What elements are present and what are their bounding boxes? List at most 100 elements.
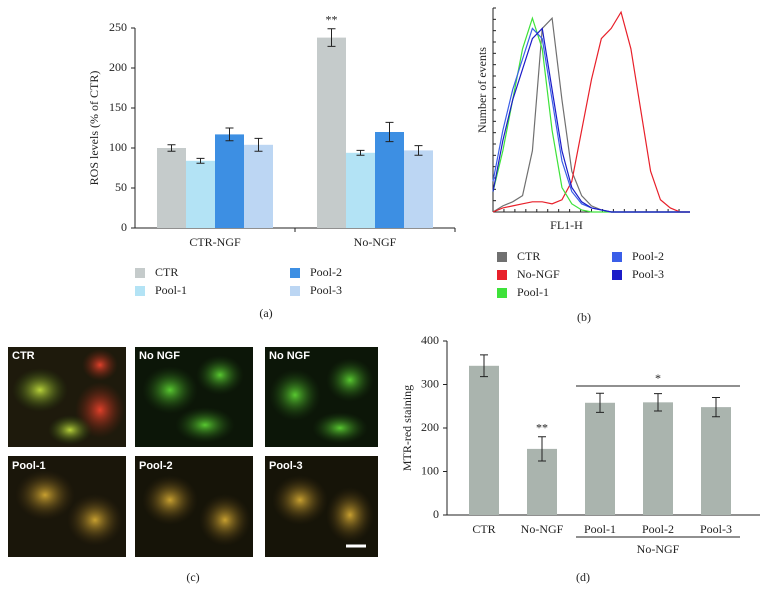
bar: [375, 132, 404, 228]
legend-label: Pool-1: [155, 283, 187, 297]
error-bar: [356, 149, 365, 156]
histogram-line: [492, 16, 690, 213]
cell: [196, 355, 244, 395]
x-tick-label: CTR-NGF: [189, 235, 241, 249]
y-tick-label: 400: [421, 333, 439, 347]
legend-label: Pool-3: [310, 283, 342, 297]
micrographs: [8, 347, 378, 557]
cell: [326, 358, 374, 402]
cell: [269, 369, 321, 421]
legend-swatch: [497, 270, 507, 280]
panel-label: (d): [576, 570, 590, 584]
y-axis-label: MTR-red staining: [400, 385, 414, 471]
legend-label: CTR: [517, 249, 540, 263]
error-bar: [225, 127, 234, 142]
legend-label: Pool-1: [517, 285, 549, 299]
y-tick-label: 0: [121, 220, 127, 234]
bar: [585, 402, 615, 515]
cell: [67, 494, 123, 546]
legend-label: Pool-2: [310, 265, 342, 279]
histogram-line: [492, 10, 690, 213]
bar: [346, 152, 375, 228]
cell: [48, 415, 92, 445]
y-tick-label: 100: [109, 140, 127, 154]
bar: [701, 407, 731, 515]
bar: [469, 365, 499, 515]
x-tick-label: Pool-3: [700, 522, 732, 536]
error-bar: [385, 121, 394, 143]
y-tick-label: 250: [109, 20, 127, 34]
x-tick-label: Pool-2: [642, 522, 674, 536]
error-bar: [167, 144, 176, 152]
cell: [15, 470, 75, 520]
legend-swatch: [497, 252, 507, 262]
error-bar: [654, 393, 662, 412]
bar: [404, 150, 433, 228]
y-tick-label: 200: [421, 420, 439, 434]
y-tick-label: 0: [433, 507, 439, 521]
bar: [244, 144, 273, 228]
error-bar: [254, 137, 263, 152]
image-label: Pool-1: [12, 460, 46, 472]
legend-swatch: [612, 252, 622, 262]
error-bar: [596, 392, 604, 413]
x-tick-label: No-NGF: [354, 235, 397, 249]
bar: [643, 402, 673, 515]
panel-label: (a): [259, 306, 272, 320]
significance: **: [326, 13, 338, 27]
bar: [157, 148, 186, 228]
x-tick-label: No-NGF: [521, 522, 564, 536]
cell: [142, 366, 198, 414]
legend-label: Pool-2: [632, 249, 664, 263]
cell: [82, 349, 118, 381]
legend-swatch: [290, 286, 300, 296]
panel-label: (b): [577, 310, 591, 324]
cell: [326, 487, 374, 543]
image-label: Pool-3: [269, 460, 303, 472]
significance: *: [655, 371, 661, 385]
cell: [142, 475, 198, 525]
x-tick-label: CTR: [472, 522, 495, 536]
legend-label: Pool-3: [632, 267, 664, 281]
histogram-line: [492, 27, 690, 213]
y-tick-label: 300: [421, 376, 439, 390]
y-tick-label: 100: [421, 463, 439, 477]
cell: [312, 412, 368, 444]
group-label: No-NGF: [637, 542, 680, 556]
y-tick-label: 50: [115, 180, 127, 194]
y-tick-label: 150: [109, 100, 127, 114]
cell: [12, 368, 68, 412]
y-tick-label: 200: [109, 60, 127, 74]
x-tick-label: Pool-1: [584, 522, 616, 536]
error-bar: [414, 145, 423, 156]
y-axis-label: Number of events: [475, 47, 489, 133]
cell: [272, 475, 328, 525]
x-axis-label: FL1-H: [550, 218, 583, 232]
error-bar: [480, 354, 488, 378]
error-bar: [538, 436, 546, 462]
bar: [317, 37, 346, 228]
legend-swatch: [612, 270, 622, 280]
legend-swatch: [497, 288, 507, 298]
cell: [199, 494, 251, 546]
bar: [186, 160, 215, 228]
histogram-line: [492, 27, 690, 213]
error-bar: [196, 157, 205, 164]
image-label: No NGF: [269, 350, 310, 362]
cell: [175, 407, 235, 443]
error-bar: [712, 397, 720, 418]
panel-label: (c): [186, 570, 199, 584]
bar: [215, 134, 244, 228]
image-label: Pool-2: [139, 460, 173, 472]
legend-swatch: [135, 268, 145, 278]
legend-label: CTR: [155, 265, 178, 279]
y-axis-label: ROS levels (% of CTR): [87, 71, 101, 186]
image-label: CTR: [12, 350, 35, 362]
error-bar: [327, 28, 336, 47]
legend-label: No-NGF: [517, 267, 560, 281]
legend-swatch: [135, 286, 145, 296]
image-label: No NGF: [139, 350, 180, 362]
legend-swatch: [290, 268, 300, 278]
significance: **: [536, 420, 548, 434]
